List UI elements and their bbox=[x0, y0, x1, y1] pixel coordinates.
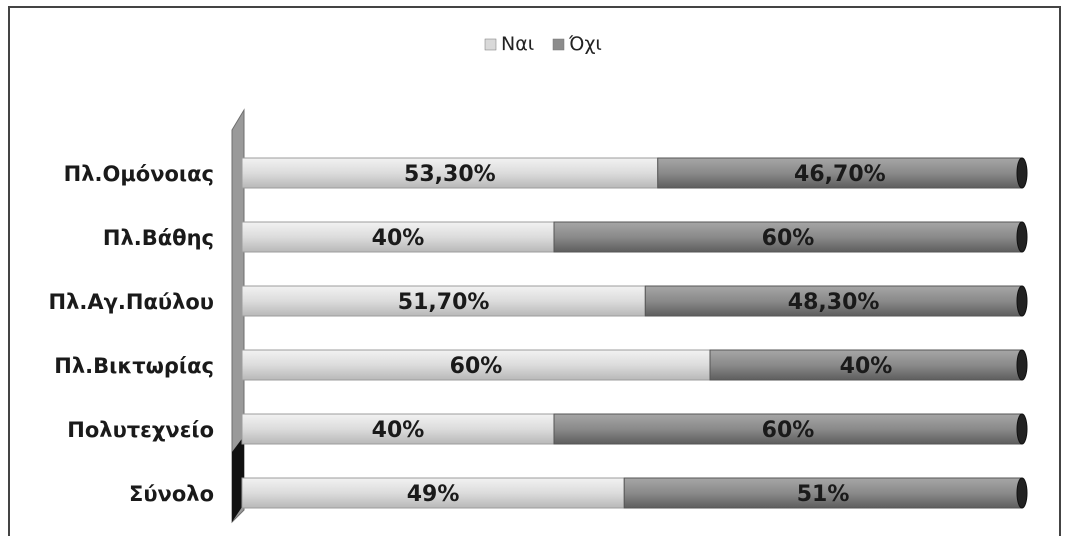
category-label: Πολυτεχνείο bbox=[67, 418, 214, 442]
legend-swatch-yes bbox=[484, 38, 497, 51]
data-label: 60% bbox=[762, 226, 815, 251]
bar-yes bbox=[241, 413, 555, 445]
category-label: Σύνολο bbox=[129, 482, 214, 506]
data-label: 51,70% bbox=[398, 290, 490, 315]
bar-no bbox=[657, 157, 1023, 189]
data-label: 40% bbox=[372, 226, 425, 251]
bar-yes bbox=[241, 157, 659, 189]
legend-label: Ναι bbox=[501, 33, 534, 55]
data-label: 53,30% bbox=[404, 162, 496, 187]
data-label: 49% bbox=[407, 482, 460, 507]
data-label: 46,70% bbox=[794, 162, 886, 187]
axis-wall bbox=[231, 108, 245, 524]
data-label: 60% bbox=[762, 418, 815, 443]
bar-no bbox=[623, 477, 1023, 509]
data-label: 51% bbox=[797, 482, 850, 507]
category-label: Πλ.Βάθης bbox=[103, 226, 214, 250]
bar-end-cap bbox=[1016, 285, 1028, 317]
legend-swatch-no bbox=[552, 38, 565, 51]
category-label: Πλ.Βικτωρίας bbox=[54, 354, 214, 378]
bar-end-cap bbox=[1016, 349, 1028, 381]
data-label: 48,30% bbox=[788, 290, 880, 315]
legend-label: Όχι bbox=[568, 33, 602, 55]
chart-frame bbox=[8, 6, 1061, 536]
bar-end-cap bbox=[1016, 477, 1028, 509]
bar-end-cap bbox=[1016, 413, 1028, 445]
bar-no bbox=[709, 349, 1023, 381]
bar-end-cap bbox=[1016, 221, 1028, 253]
axis-base bbox=[232, 436, 244, 522]
bar-no bbox=[553, 413, 1023, 445]
bar-yes bbox=[241, 285, 646, 317]
category-label: Πλ.Αγ.Παύλου bbox=[49, 290, 214, 314]
data-label: 40% bbox=[840, 354, 893, 379]
data-label: 60% bbox=[450, 354, 503, 379]
data-label: 40% bbox=[372, 418, 425, 443]
category-label: Πλ.Ομόνοιας bbox=[64, 162, 214, 186]
bar-end-cap bbox=[1016, 157, 1028, 189]
